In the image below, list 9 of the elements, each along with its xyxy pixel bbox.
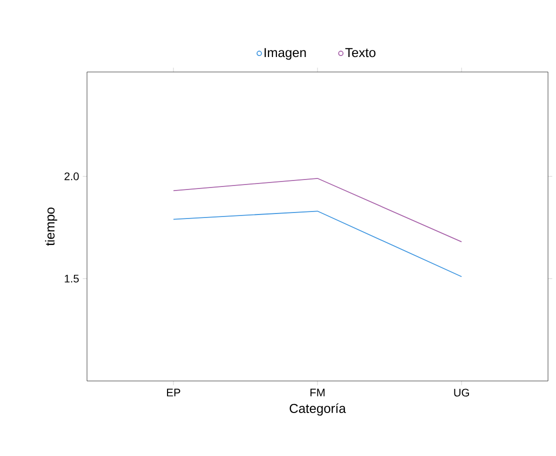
x-tick-label: EP [167, 388, 180, 396]
legend-label: Texto [345, 48, 376, 58]
x-axis-title: Categoría [290, 403, 346, 416]
legend-label: Imagen [264, 48, 306, 60]
x-tick-label: UG [454, 388, 469, 397]
x-tick-label: FM [310, 388, 325, 396]
y-tick-label: 1.5 [64, 274, 79, 282]
y-axis-title: tiempo [45, 208, 58, 246]
y-tick-label: 2.0 [64, 172, 79, 180]
